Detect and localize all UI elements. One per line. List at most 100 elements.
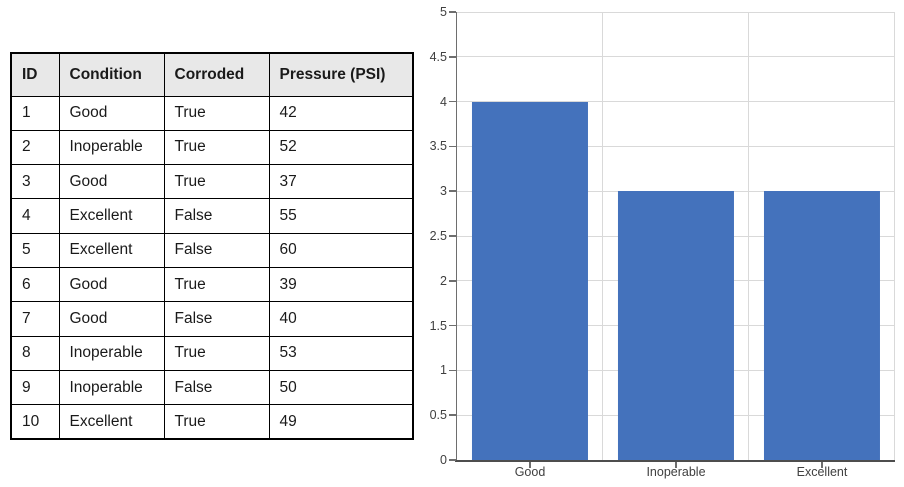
table-cell: False: [163, 232, 270, 268]
table-cell: 8: [10, 335, 60, 371]
y-axis-tick: [449, 145, 456, 148]
x-axis-tick: [675, 462, 677, 468]
table-cell: Good: [58, 301, 165, 337]
table-cell: 10: [10, 404, 60, 440]
y-axis-tick: [449, 414, 456, 416]
v-gridline: [894, 12, 895, 460]
inspection-table: ID Condition Corroded Pressure (PSI) 1 Good T…: [10, 52, 414, 440]
y-axis-tick: [449, 459, 456, 461]
y-axis-tick-labels: 5 4.5 4 3.5 3 2.5 2 1.5 1 0.5 0: [399, 5, 447, 467]
table-cell: 37: [268, 164, 414, 200]
table-cell: Good: [58, 164, 165, 200]
y-axis-tick: [449, 324, 456, 327]
bar-slot-inoperable: [603, 12, 749, 460]
y-tick-label: 3: [440, 184, 447, 199]
table-cell: 49: [268, 404, 414, 440]
table-row: 3 Good True 37: [10, 164, 414, 200]
table-row: 10 Excellent True 49: [10, 404, 414, 440]
y-axis-tick: [449, 280, 456, 282]
y-tick-label: 0.5: [429, 408, 447, 423]
bar-excellent: [763, 191, 880, 460]
bar-good: [471, 101, 589, 460]
column-header: Corroded: [163, 52, 270, 97]
table-cell: 53: [268, 335, 414, 371]
y-axis-tick: [449, 190, 456, 192]
table-cell: Good: [58, 95, 165, 131]
column-header: Condition: [58, 52, 165, 97]
table-row: 6 Good True 39: [10, 266, 414, 303]
table-cell: 60: [268, 232, 414, 268]
y-axis-tick: [449, 235, 456, 237]
table-cell: 1: [10, 95, 60, 131]
y-tick-label: 3.5: [429, 139, 447, 154]
column-header: ID: [10, 52, 60, 97]
table-cell: 50: [268, 369, 414, 406]
table-row: 4 Excellent False 55: [10, 198, 414, 234]
y-axis-tick: [449, 369, 456, 372]
table-cell: True: [163, 164, 270, 200]
x-axis-tick: [529, 462, 531, 468]
table-cell: True: [163, 404, 270, 440]
table-cell: Excellent: [58, 198, 165, 234]
table-row: 9 Inoperable False 50: [10, 369, 414, 406]
bar-slot-good: [457, 12, 603, 460]
y-tick-label: 2: [440, 273, 447, 288]
v-gridline: [747, 12, 749, 460]
table-cell: True: [163, 95, 270, 131]
table-cell: 6: [10, 266, 60, 303]
table-cell: False: [163, 198, 270, 234]
x-axis-line: [455, 460, 895, 462]
x-axis-category-labels: Good Inoperable Excellent: [457, 465, 895, 479]
table-cell: Good: [58, 266, 165, 303]
table-body: 1 Good True 42 2 Inoperable True 52 3 Good True 37 4…: [10, 95, 414, 440]
table-cell: 7: [10, 301, 60, 337]
table-cell: 55: [268, 198, 414, 234]
y-tick-label: 4: [440, 94, 447, 109]
x-category-label: Good: [514, 465, 546, 479]
table-cell: Excellent: [58, 232, 165, 268]
table-cell: Inoperable: [58, 129, 165, 166]
table-cell: Inoperable: [58, 335, 165, 371]
x-category-label: Excellent: [796, 465, 848, 479]
h-gridline: [457, 56, 895, 58]
table-row: 8 Inoperable True 53: [10, 335, 414, 371]
y-tick-label: 1: [440, 363, 447, 378]
table-cell: 40: [268, 301, 414, 337]
h-gridline: [457, 11, 895, 13]
y-axis-tick: [449, 11, 456, 13]
h-gridline: [457, 190, 895, 192]
table-cell: 39: [268, 266, 414, 303]
table-cell: Excellent: [58, 404, 165, 440]
table-cell: 9: [10, 369, 60, 406]
bar-slot-excellent: [749, 12, 895, 460]
table-header-row: ID Condition Corroded Pressure (PSI): [10, 52, 414, 97]
table-row: 5 Excellent False 60: [10, 232, 414, 268]
table-cell: 42: [268, 95, 414, 131]
table-cell: True: [163, 129, 270, 166]
table-cell: Inoperable: [58, 369, 165, 406]
y-tick-label: 1.5: [429, 318, 447, 333]
table-row: 7 Good False 40: [10, 301, 414, 337]
y-tick-label: 4.5: [429, 49, 447, 64]
table-cell: False: [163, 369, 270, 406]
table-cell: 3: [10, 164, 60, 200]
y-tick-label: 5: [440, 5, 447, 19]
table-cell: 4: [10, 198, 60, 234]
table-row: 2 Inoperable True 52: [10, 129, 414, 166]
y-axis-tick: [449, 100, 456, 103]
table-cell: False: [163, 301, 270, 337]
table-header-row: ID Condition Corroded Pressure (PSI): [10, 52, 414, 97]
table-row: 1 Good True 42: [10, 95, 414, 131]
y-axis-line: [455, 12, 457, 460]
h-gridline: [457, 101, 895, 103]
table-cell: True: [163, 266, 270, 303]
table-cell: 5: [10, 232, 60, 268]
h-gridline: [457, 145, 895, 147]
table-cell: 52: [268, 129, 414, 166]
y-axis-tick: [449, 56, 456, 58]
x-category-label: Inoperable: [646, 465, 706, 479]
x-axis-tick: [821, 462, 823, 468]
table-cell: True: [163, 335, 270, 371]
y-tick-label: 0: [440, 453, 447, 467]
